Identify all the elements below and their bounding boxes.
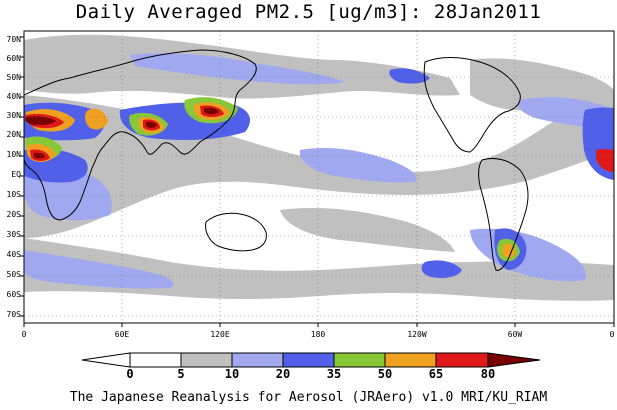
coastline-south-america [478,157,529,271]
colorbar-segment-above-80 [487,352,541,368]
colorbar-label-80: 80 [480,367,496,381]
red-patch-east-pacific [596,149,614,172]
lat-label-10s: 10S [6,190,21,199]
darkred-patch-india [146,121,157,128]
coastlines [24,49,529,271]
lat-label-20s: 20S [6,210,21,219]
coastline-north-america [423,57,521,153]
lon-label-0-east: 0 [609,330,615,339]
orange-patch-arabia [85,108,108,130]
lat-label-10n: 10N [6,150,21,159]
lat-label-50n: 50N [6,73,21,82]
lat-label-70s: 70S [6,310,21,319]
colorbar-segment-50-65 [384,352,437,368]
darkred-patch-china [204,107,219,115]
map-frame [23,30,615,324]
blue-patch-south-atlantic-ocean [421,260,462,278]
lon-label-120w: 120W [407,330,427,339]
lat-label-30n: 30N [6,111,21,120]
colorbar-segment-20-35 [282,352,335,368]
map-title: Daily Averaged PM2.5 [ug/m3]: 28Jan2011 [75,1,542,23]
orange-patch-argentina [502,243,516,258]
lat-label-30s: 30S [6,230,21,239]
coastline-australia [205,212,267,252]
coastline-eurasia-africa [24,49,257,221]
pm25-field [24,31,614,323]
colorbar-segment-10-20 [231,352,284,368]
colorbar-label-0: 0 [126,367,134,381]
blue-patch-north-pacific-east [389,68,430,84]
colorbar-segment-below-0 [81,352,131,368]
colorbar-segment-35-50 [333,352,386,368]
lat-label-eq: EQ [11,170,21,179]
lat-label-50s: 50S [6,270,21,279]
lon-label-0: 0 [21,330,27,339]
lon-label-120e: 120E [210,330,230,339]
colorbar-label-50: 50 [377,367,393,381]
lightblue-patch-southern [24,250,174,289]
colorbar-label-5: 5 [177,367,185,381]
colorbar-segment-5-10 [180,352,233,368]
lon-label-180: 180 [310,330,326,339]
lat-label-60n: 60N [6,54,21,63]
lat-label-60s: 60S [6,290,21,299]
lat-label-40s: 40S [6,250,21,259]
colorbar-label-65: 65 [428,367,444,381]
darkred-patch-west-africa [34,152,45,159]
lat-label-40n: 40N [6,92,21,101]
graticule [24,31,614,323]
footer-credit: The Japanese Reanalysis for Aerosol (JRA… [69,390,548,405]
colorbar-segment-65-80 [435,352,489,368]
colorbar-segment-0-5 [129,352,182,368]
colorbar-label-35: 35 [326,367,342,381]
colorbar [81,352,541,368]
colorbar-label-10: 10 [224,367,240,381]
lat-label-70n: 70N [6,35,21,44]
lon-label-60e: 60E [114,330,130,339]
lat-label-20n: 20N [6,130,21,139]
colorbar-label-20: 20 [275,367,291,381]
grey-band-south-pacific [280,208,455,252]
darkred-patch-sahara [25,116,56,125]
lightblue-patch-north-pacific [130,53,345,85]
axis-ticks [20,36,615,327]
lon-label-60w: 60W [507,330,523,339]
lightblue-patch-pacific-tropics [299,148,417,183]
